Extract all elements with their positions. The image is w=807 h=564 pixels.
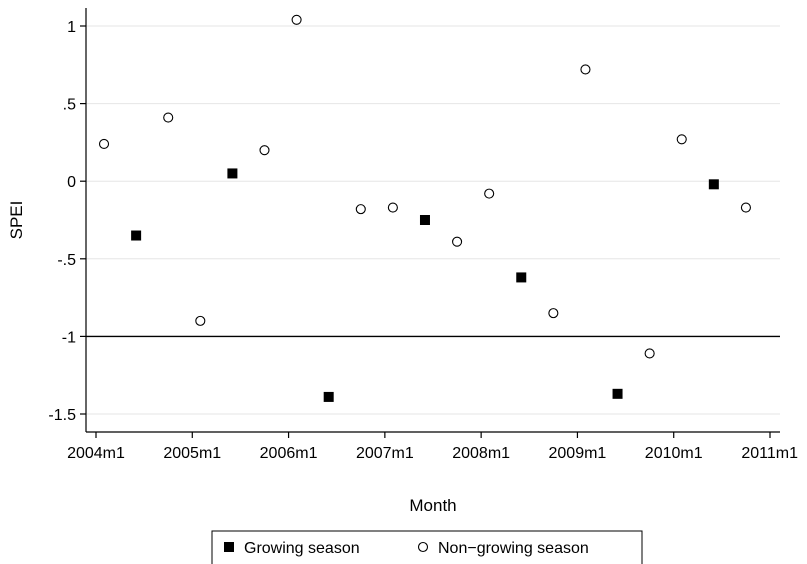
- non-growing-season-point: [291, 14, 302, 25]
- non-growing-season-point: [676, 134, 687, 145]
- x-tick-label: 2010m1: [645, 445, 703, 462]
- x-tick-label: 2004m1: [67, 445, 125, 462]
- x-tick-label: 2007m1: [356, 445, 414, 462]
- data-points: [98, 14, 751, 402]
- x-tick-label: 2006m1: [260, 445, 318, 462]
- x-ticks: 2004m1 2005m1 2006m1 2007m1 2008m1 2009m1 2010…: [67, 432, 798, 462]
- grid-lines: [86, 25, 780, 415]
- non-growing-season-point: [452, 236, 463, 247]
- x-tick-label: 2011m1: [741, 445, 798, 462]
- non-growing-season-point: [580, 64, 591, 75]
- legend-label-growing: Growing season: [244, 540, 360, 557]
- y-tick-label: 1: [67, 19, 76, 36]
- y-tick-label: -1.5: [48, 407, 76, 424]
- growing-season-point: [227, 168, 238, 179]
- legend-marker-non-growing: [417, 541, 429, 553]
- legend-label-non-growing: Non−growing season: [438, 540, 589, 557]
- non-growing-season-point: [484, 188, 495, 199]
- x-tick-label: 2009m1: [549, 445, 607, 462]
- growing-season-point: [323, 391, 334, 402]
- axes: [85, 8, 780, 433]
- y-ticks: 1 .5 0 -.5 -1 -1.5: [48, 19, 86, 424]
- legend-marker-growing: [224, 542, 234, 552]
- non-growing-season-point: [98, 138, 110, 150]
- growing-season-point: [612, 388, 623, 399]
- non-growing-season-point: [259, 145, 270, 156]
- x-tick-label: 2008m1: [452, 445, 510, 462]
- non-growing-season-point: [387, 202, 398, 213]
- x-tick-label: 2005m1: [163, 445, 221, 462]
- non-growing-season-point: [548, 308, 559, 319]
- y-tick-label: .5: [63, 97, 76, 114]
- non-growing-season-point: [740, 202, 751, 213]
- growing-season-point: [131, 230, 142, 241]
- x-axis-title: Month: [409, 496, 456, 515]
- non-growing-season-point: [163, 112, 174, 123]
- y-tick-label: -1: [62, 329, 76, 346]
- y-tick-label: 0: [67, 174, 76, 191]
- y-axis-title: SPEI: [7, 201, 26, 240]
- growing-season-point: [419, 215, 430, 225]
- non-growing-season-point: [644, 348, 655, 359]
- non-growing-season-point: [355, 204, 366, 215]
- non-growing-season-point: [195, 315, 206, 326]
- y-tick-label: -.5: [57, 252, 76, 269]
- growing-season-point: [516, 272, 527, 283]
- legend: Growing season Non−growing season: [211, 530, 643, 564]
- growing-season-point: [708, 179, 719, 190]
